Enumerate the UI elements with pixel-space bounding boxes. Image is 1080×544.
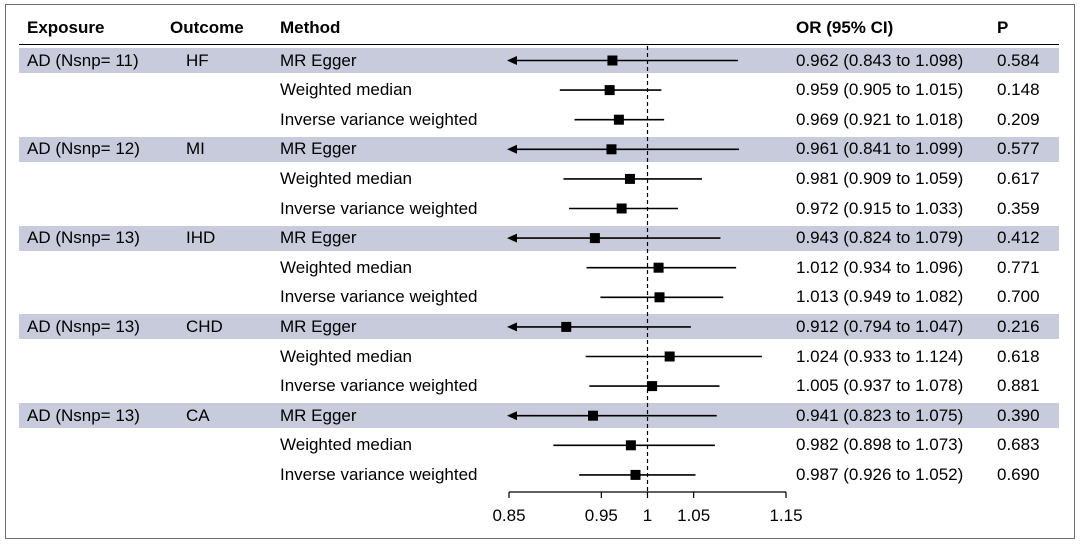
method-label: MR Egger [280,405,357,425]
point-estimate [606,144,617,155]
or-ci-label: 0.962 (0.843 to 1.098) [796,50,964,70]
method-label: Weighted median [280,168,412,188]
p-value-label: 0.359 [997,198,1040,218]
p-value-label: 0.577 [997,139,1040,159]
method-label: Inverse variance weighted [280,109,478,129]
method-label: Inverse variance weighted [280,198,478,218]
method-label: Weighted median [280,346,412,366]
point-estimate [654,292,665,303]
point-estimate [653,262,664,273]
point-estimate [613,114,624,125]
point-estimate [630,469,641,480]
p-value-label: 0.683 [997,435,1040,455]
p-value-label: 0.700 [997,287,1040,307]
x-tick-label: 1.05 [677,506,710,525]
outcome-label: HF [186,50,209,70]
method-label: Inverse variance weighted [280,376,478,396]
point-estimate [588,410,599,421]
point-estimate [624,173,635,184]
point-estimate [607,55,618,66]
point-estimate [664,351,675,362]
x-tick-label: 1 [643,506,652,525]
method-label: MR Egger [280,316,357,336]
outcome-label: CA [186,405,210,425]
p-value-label: 0.771 [997,257,1040,277]
outcome-label: CHD [186,316,223,336]
or-ci-label: 0.987 (0.926 to 1.052) [796,464,964,484]
p-value-label: 0.412 [997,228,1040,248]
outcome-label: IHD [186,228,216,248]
p-value-label: 0.148 [997,80,1040,100]
method-label: MR Egger [280,228,357,248]
or-ci-label: 0.969 (0.921 to 1.018) [796,109,964,129]
header-method: Method [280,18,341,37]
or-ci-label: 0.941 (0.823 to 1.075) [796,405,964,425]
p-value-label: 0.216 [997,316,1040,336]
p-value-label: 0.209 [997,109,1040,129]
or-ci-label: 0.981 (0.909 to 1.059) [796,168,964,188]
or-ci-label: 0.982 (0.898 to 1.073) [796,435,964,455]
header-exposure: Exposure [27,18,105,37]
outcome-label: MI [186,139,205,159]
figure-frame [5,4,1075,539]
p-value-label: 0.390 [997,405,1040,425]
p-value-label: 0.690 [997,464,1040,484]
p-value-label: 0.618 [997,346,1040,366]
ci-arrow [507,56,517,65]
header-rule [19,44,1059,45]
or-ci-label: 1.013 (0.949 to 1.082) [796,287,964,307]
method-label: Weighted median [280,257,412,277]
ci-arrow [507,411,517,421]
method-label: Inverse variance weighted [280,287,478,307]
p-value-label: 0.617 [997,168,1040,188]
p-value-label: 0.584 [997,50,1040,70]
header-or-ci: OR (95% CI) [796,18,894,37]
or-ci-label: 0.972 (0.915 to 1.033) [796,198,964,218]
ci-arrow [507,322,517,332]
x-tick-label: 0.95 [585,506,618,525]
ci-arrow [507,144,517,154]
x-tick-label: 0.85 [492,506,525,525]
or-ci-label: 0.961 (0.841 to 1.099) [796,139,964,159]
exposure-label: AD (Nsnp= 12) [27,139,140,159]
point-estimate [647,381,658,392]
or-ci-label: 0.959 (0.905 to 1.015) [796,80,964,100]
header-p: P [997,18,1009,37]
header-outcome: Outcome [170,18,244,37]
exposure-label: AD (Nsnp= 11) [27,50,139,70]
method-label: MR Egger [280,139,357,159]
method-label: MR Egger [280,50,357,70]
exposure-label: AD (Nsnp= 13) [27,228,140,248]
x-tick-label: 1.15 [769,506,802,525]
exposure-label: AD (Nsnp= 13) [27,405,140,425]
method-label: Weighted median [280,435,412,455]
point-estimate [616,203,627,214]
point-estimate [589,233,600,244]
point-estimate [625,440,636,451]
or-ci-label: 1.005 (0.937 to 1.078) [796,376,964,396]
or-ci-label: 1.024 (0.933 to 1.124) [796,346,964,366]
exposure-label: AD (Nsnp= 13) [27,316,140,336]
or-ci-label: 0.943 (0.824 to 1.079) [796,228,964,248]
point-estimate [604,85,615,96]
ci-arrow [507,233,517,243]
p-value-label: 0.881 [997,376,1040,396]
method-label: Weighted median [280,80,412,100]
method-label: Inverse variance weighted [280,464,478,484]
or-ci-label: 0.912 (0.794 to 1.047) [796,316,964,336]
point-estimate [561,321,572,332]
or-ci-label: 1.012 (0.934 to 1.096) [796,257,964,277]
